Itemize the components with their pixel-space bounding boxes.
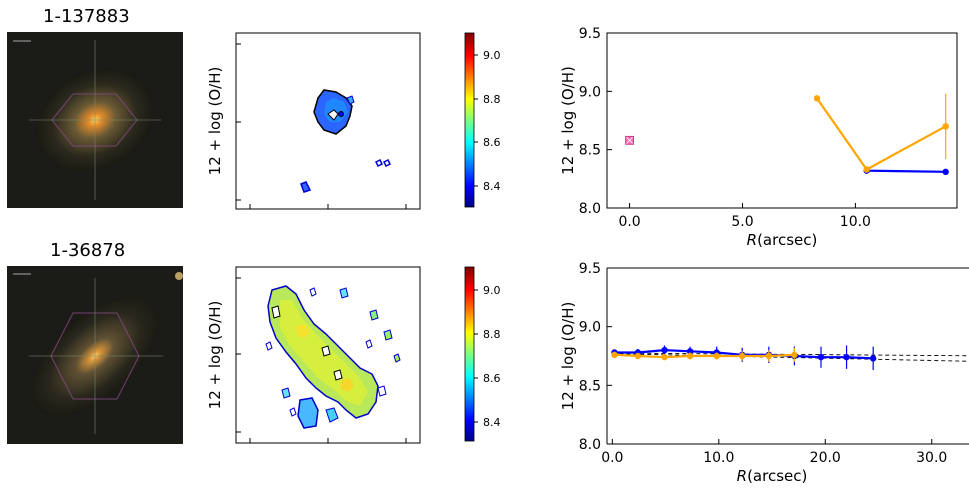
series-blue <box>863 167 949 176</box>
colorbar-tick: 8.6 <box>483 372 501 385</box>
fit-line <box>612 353 969 362</box>
data-point <box>765 352 773 360</box>
y-tick-label: 8.5 <box>579 143 601 159</box>
colorbar-gradient-2 <box>464 266 475 442</box>
series-line-blue <box>866 169 946 173</box>
metallicity-map-1: 12 + log (O/H) <box>206 32 421 210</box>
data-point <box>634 352 642 360</box>
series-orange <box>813 93 949 173</box>
data-point <box>942 168 949 176</box>
galaxy-image-2 <box>7 266 183 444</box>
y-tick-label: 8.5 <box>579 378 601 394</box>
y-tick-label: 9.5 <box>579 261 601 277</box>
data-point <box>813 95 821 102</box>
plot-frame <box>606 267 969 445</box>
plot-frame <box>606 32 958 209</box>
y-tick-label: 9.0 <box>579 84 601 100</box>
gradient-chart-2: 8.0 8.5 9.0 9.5 0.0 10.0 20.0 30.0 R(arcsec) 12 +… <box>559 261 969 485</box>
x-tick-label: 30.0 <box>916 450 947 466</box>
data-point <box>863 166 870 173</box>
colorbar-tick: 8.6 <box>483 136 501 149</box>
x-tick-label: 20.0 <box>810 450 841 466</box>
x-axis-label: R(arcsec) <box>747 231 818 249</box>
galaxy-title-1: 1-137883 <box>43 6 130 27</box>
series-orange <box>611 347 798 362</box>
galaxy-title-2: 1-36878 <box>50 240 126 261</box>
plot-box <box>606 32 958 209</box>
data-point <box>686 352 694 360</box>
colorbar-tick: 8.4 <box>483 416 501 429</box>
y-tick-label: 8.0 <box>579 201 601 217</box>
colorbar-tick: 9.0 <box>483 284 501 297</box>
data-point <box>942 123 949 130</box>
x-tick-label: 0.0 <box>601 450 623 466</box>
y-axis-label: 12 + log (O/H) <box>559 66 577 175</box>
y-tick-label: 8.0 <box>579 437 601 453</box>
x-tick-label: 5.0 <box>731 214 753 230</box>
y-tick-label: 9.5 <box>579 26 601 42</box>
marker-cross <box>626 137 633 144</box>
colorbar-tick: 8.8 <box>483 328 501 341</box>
map-ylabel-1: 12 + log (O/H) <box>206 67 224 176</box>
gradient-chart-1: 8.0 8.5 9.0 9.5 0.0 5.0 10.0 R(arcsec) 12 + log … <box>559 26 958 249</box>
x-tick-label: 0.0 <box>618 214 640 230</box>
data-point <box>869 355 877 362</box>
y-axis-label: 12 + log (O/H) <box>559 302 577 411</box>
series-line-orange <box>614 353 795 359</box>
data-point <box>739 352 746 360</box>
series-line-orange <box>816 97 947 171</box>
y-tick-label: 9.0 <box>579 320 601 336</box>
colorbar-gradient-1 <box>464 32 475 208</box>
x-axis-label: R(arcsec) <box>737 467 808 485</box>
colorbar-tick: 8.4 <box>483 180 501 193</box>
colorbar-2: 8.4 8.6 8.8 9.0 <box>464 266 501 442</box>
metallicity-map-2: 12 + log (O/H) <box>206 266 421 444</box>
data-point <box>791 351 798 359</box>
data-point <box>843 353 850 361</box>
data-point <box>661 346 668 354</box>
data-point <box>661 353 668 361</box>
data-point <box>713 352 720 360</box>
data-point <box>611 351 618 359</box>
data-point <box>817 353 825 361</box>
x-tick-label: 10.0 <box>840 214 871 230</box>
colorbar-1: 8.4 8.6 8.8 9.0 <box>464 32 501 208</box>
galaxy-image-1 <box>7 32 183 208</box>
colorbar-tick: 8.8 <box>483 93 501 106</box>
colorbar-tick: 9.0 <box>483 49 501 62</box>
data-point <box>686 348 694 355</box>
x-tick-label: 10.0 <box>703 450 734 466</box>
map-ylabel-2: 12 + log (O/H) <box>206 301 224 410</box>
